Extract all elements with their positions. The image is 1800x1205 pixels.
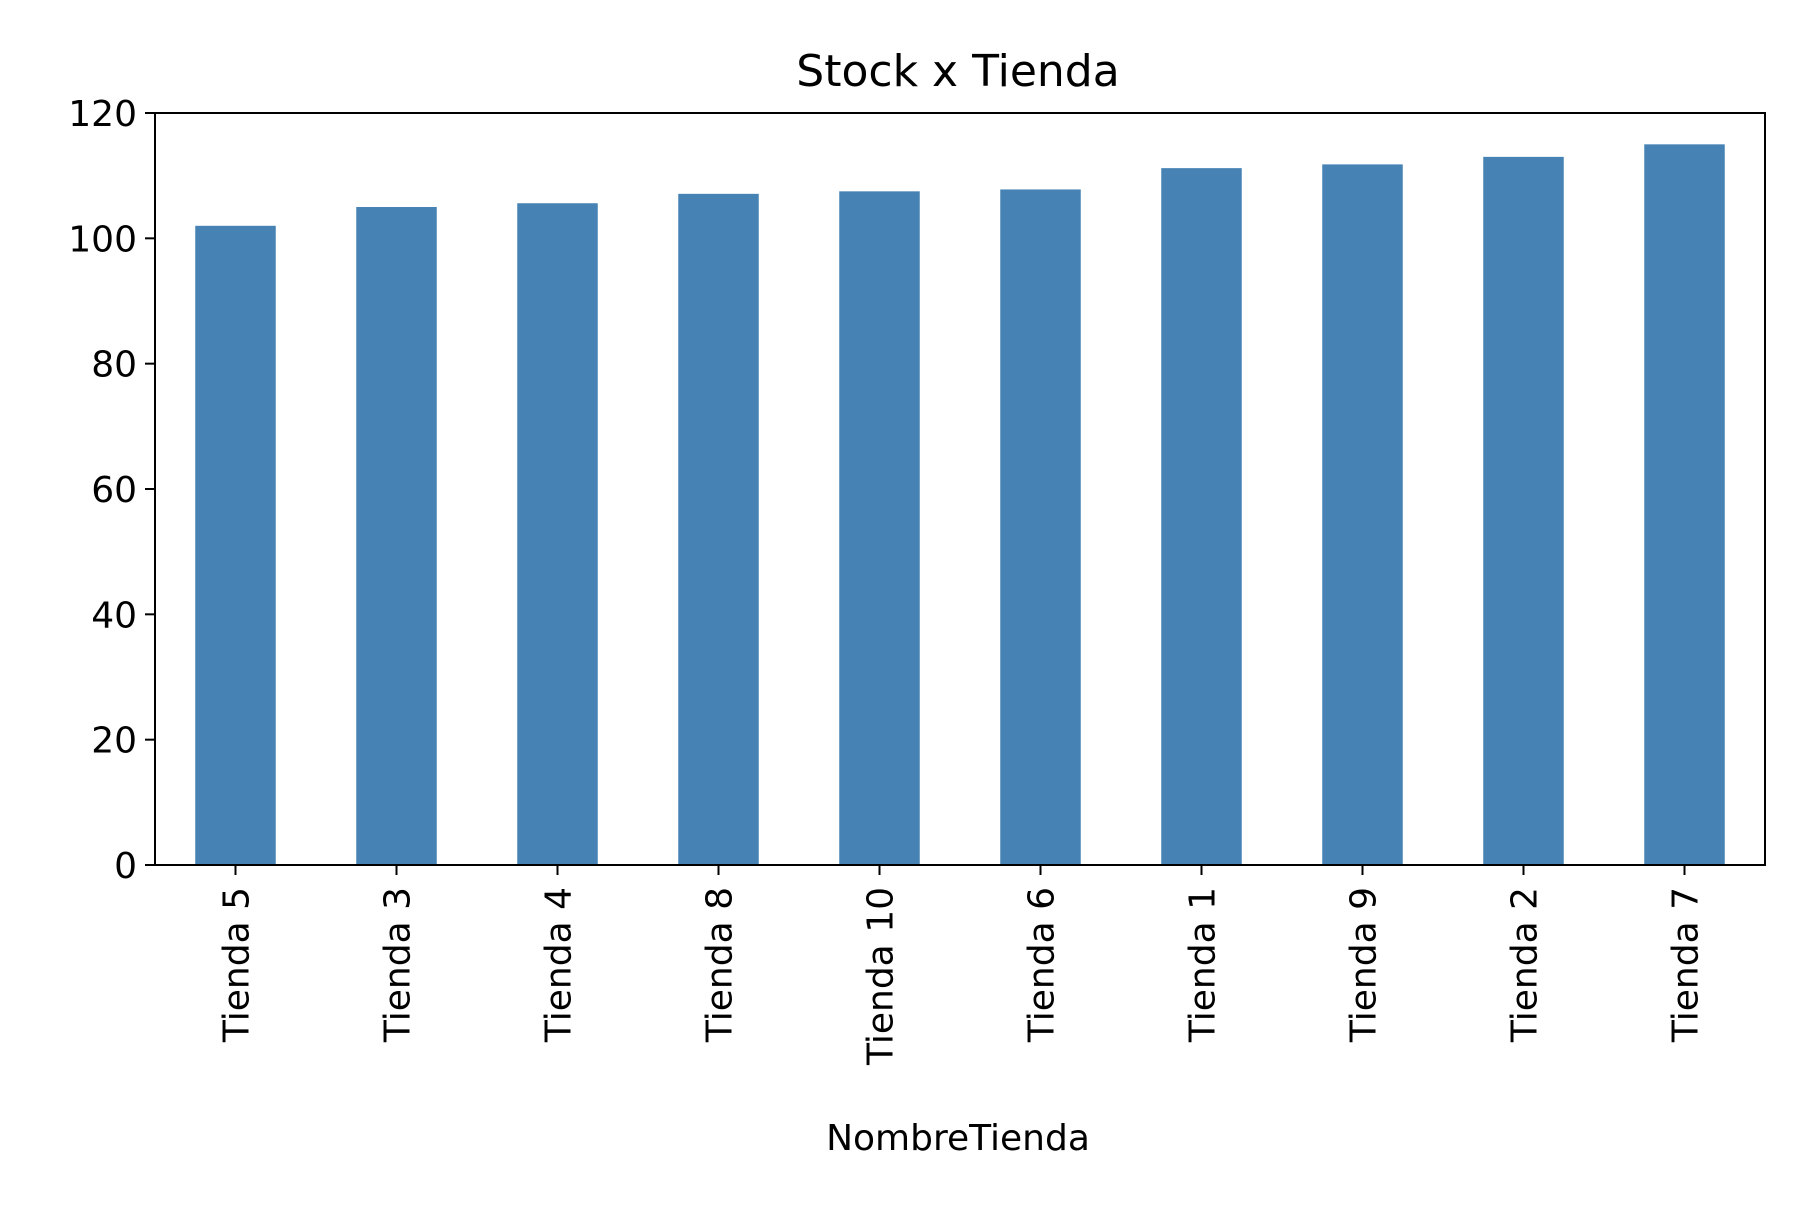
y-tick-label: 60 xyxy=(91,470,137,511)
bar xyxy=(195,225,276,866)
x-tick-label: Tienda 10 xyxy=(861,887,902,1066)
y-tick-label: 40 xyxy=(91,595,137,636)
bar xyxy=(1161,168,1242,865)
x-axis-ticks: Tienda 5 Tienda 3 Tienda 4 Tienda 8 Tienda 1… xyxy=(217,865,1707,1066)
bar xyxy=(356,207,437,865)
bar xyxy=(1000,189,1081,865)
bar xyxy=(678,193,759,866)
x-tick-label: Tienda 7 xyxy=(1666,887,1707,1043)
bars-group xyxy=(195,144,1725,866)
y-tick-label: 20 xyxy=(91,721,137,762)
y-tick-label: 100 xyxy=(68,219,137,260)
bar xyxy=(517,203,598,866)
bar xyxy=(1644,144,1725,866)
y-tick-label: 80 xyxy=(91,345,137,386)
x-axis-label: NombreTienda xyxy=(826,1118,1090,1159)
x-tick-label: Tienda 5 xyxy=(217,887,258,1043)
x-tick-label: Tienda 3 xyxy=(378,887,419,1043)
y-tick-label: 0 xyxy=(114,846,137,887)
bar xyxy=(1483,156,1564,865)
plot-frame xyxy=(154,112,1766,866)
x-tick-label: Tienda 2 xyxy=(1505,887,1546,1043)
y-axis-ticks: 0 20 40 60 80 100 120 xyxy=(68,94,155,887)
chart-title: Stock x Tienda xyxy=(796,46,1119,97)
x-tick-label: Tienda 1 xyxy=(1183,887,1224,1043)
x-tick-label: Tienda 4 xyxy=(539,887,580,1043)
bar xyxy=(839,191,920,866)
bar xyxy=(1322,164,1403,866)
x-tick-label: Tienda 9 xyxy=(1344,887,1385,1043)
x-tick-label: Tienda 6 xyxy=(1022,887,1063,1043)
x-tick-label: Tienda 8 xyxy=(700,887,741,1043)
y-tick-label: 120 xyxy=(68,94,137,135)
